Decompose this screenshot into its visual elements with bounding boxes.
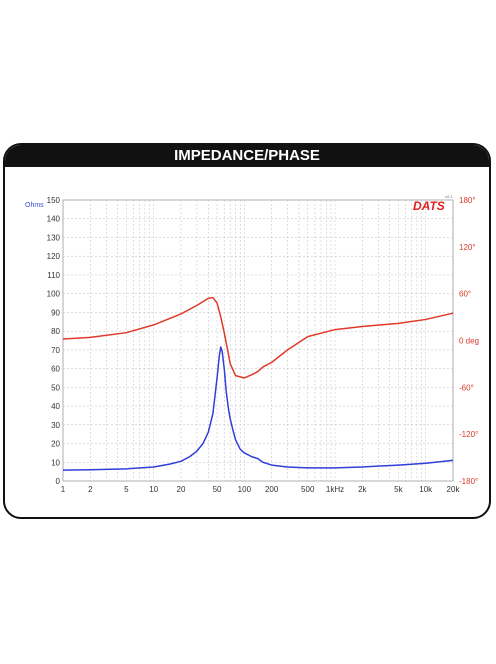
y2-tick-label: -60° (459, 383, 474, 392)
y-tick-label: 110 (47, 271, 60, 280)
impedance-series-line (62, 346, 454, 471)
x-tick-label: 200 (265, 485, 279, 494)
y-tick-label: 100 (47, 290, 61, 299)
y-tick-label: 60 (51, 365, 60, 374)
y2-tick-label: 0 deg (459, 337, 479, 346)
x-tick-label: 20 (177, 485, 186, 494)
y2-tick-label: -120° (459, 430, 478, 439)
y-tick-label: 120 (47, 252, 61, 261)
y-tick-label: 150 (47, 196, 61, 205)
y-tick-label: 40 (51, 402, 60, 411)
y-tick-label: 140 (47, 215, 61, 224)
phase-series-line (62, 296, 454, 379)
dats-logo: DATS (413, 199, 445, 213)
y-tick-label: 50 (51, 383, 60, 392)
y-tick-label: 130 (47, 233, 61, 242)
x-tick-label: 2k (358, 485, 367, 494)
y-tick-label: 80 (51, 327, 60, 336)
y-axis-unit-label: Ohms (25, 202, 44, 209)
x-tick-label: 10k (419, 485, 433, 494)
x-tick-label: 50 (213, 485, 222, 494)
x-tick-label: 5k (394, 485, 403, 494)
y-tick-label: 10 (51, 458, 60, 467)
y-tick-label: 0 (56, 477, 61, 486)
y-tick-label: 70 (51, 346, 60, 355)
y2-tick-label: 180° (459, 196, 476, 205)
y2-tick-label: 120° (459, 243, 476, 252)
x-tick-label: 10 (149, 485, 158, 494)
x-tick-label: 1 (61, 485, 66, 494)
chart-frame: IMPEDANCE/PHASE 0 10 20 30 40 50 60 70 80 90 100 11… (3, 143, 491, 519)
plot-area (62, 199, 454, 482)
chart-title: IMPEDANCE/PHASE (5, 145, 489, 167)
x-tick-label: 5 (124, 485, 129, 494)
y-tick-label: 90 (51, 308, 60, 317)
y-tick-label: 20 (51, 440, 60, 449)
y-tick-label: 30 (51, 421, 60, 430)
x-tick-label: 100 (238, 485, 252, 494)
x-tick-label: 2 (88, 485, 93, 494)
x-tick-label: 20k (447, 485, 461, 494)
x-tick-label: 1kHz (326, 485, 344, 494)
y2-tick-label: -180° (459, 477, 478, 486)
x-tick-label: 500 (301, 485, 315, 494)
dats-logo-version: v2.1 (445, 194, 453, 199)
y2-tick-label: 60° (459, 290, 471, 299)
